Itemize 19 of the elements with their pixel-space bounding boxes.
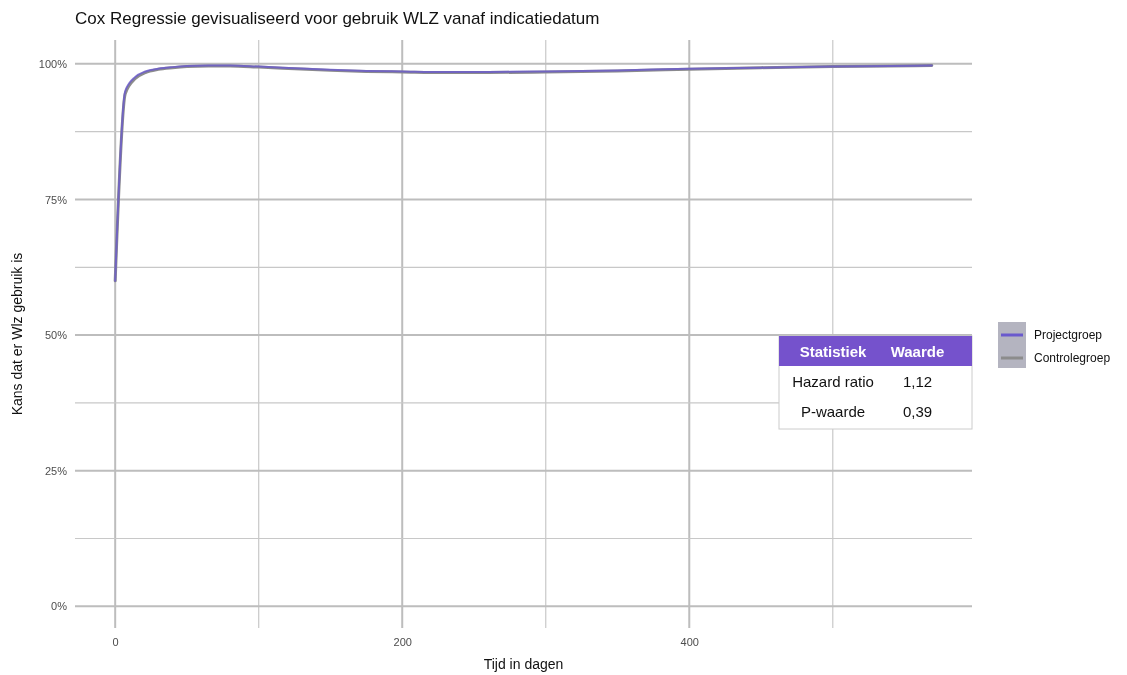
annotation: Hazard ratio xyxy=(792,373,874,390)
y-tick-label: 100% xyxy=(38,57,68,70)
chart-title: Cox Regressie gevisualiseerd voor gebruik WLZ vanaf indicatiedatum xyxy=(75,9,600,28)
annotation: 1,12 xyxy=(902,373,933,390)
legend-label: Projectgroep xyxy=(1034,328,1103,342)
x-axis-title: Tijd in dagen xyxy=(483,656,564,672)
annotation: Statistiek xyxy=(799,343,867,360)
y-tick-label: 0% xyxy=(51,600,68,613)
y-tick-label: 25% xyxy=(44,464,68,477)
x-tick-label: 400 xyxy=(680,635,699,648)
x-tick-label: 0 xyxy=(112,635,119,648)
x-tick-label: 200 xyxy=(393,635,412,648)
y-axis-title: Kans dat er Wlz gebruik is xyxy=(9,252,25,416)
annotation: P-waarde xyxy=(800,403,866,420)
annotation: Waarde xyxy=(890,343,945,360)
legend-label: Controlegroep xyxy=(1034,351,1111,365)
y-tick-label: 50% xyxy=(44,329,68,342)
y-tick-label: 75% xyxy=(44,193,68,206)
annotation: 0,39 xyxy=(902,403,933,420)
